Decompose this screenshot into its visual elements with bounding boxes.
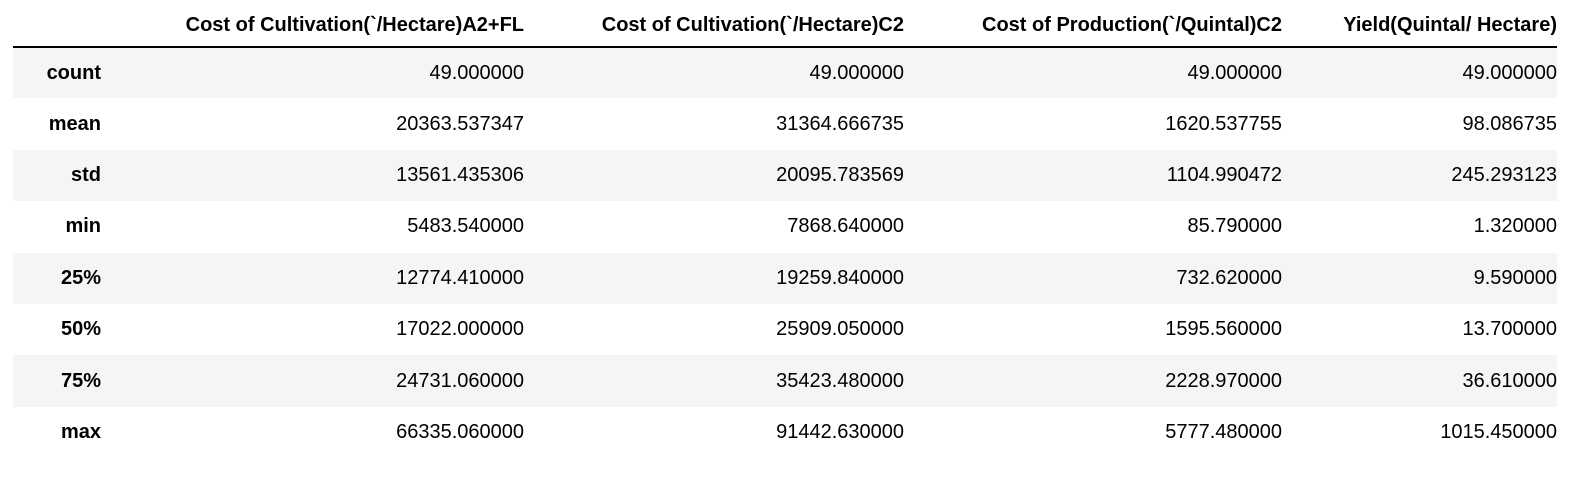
row-label: 50%: [60, 318, 101, 341]
table-cell: 732.620000: [1176, 266, 1282, 289]
table-row: 50% 17022.000000 25909.050000 1595.56000…: [13, 303, 1557, 356]
column-header: Yield(Quintal/ Hectare): [1282, 4, 1557, 48]
table-row: min 5483.540000 7868.640000 85.790000 1.…: [13, 201, 1557, 253]
table-cell: 1015.450000: [1440, 420, 1557, 443]
table-row: count 49.000000 49.000000 49.000000 49.0…: [13, 47, 1557, 99]
row-label: mean: [48, 112, 101, 135]
describe-table: Cost of Cultivation(`/Hectare)A2+FL Cost…: [13, 4, 1557, 459]
row-label: 75%: [60, 369, 101, 392]
row-label: 25%: [60, 266, 101, 289]
table-cell: 13561.435306: [396, 163, 524, 186]
table-cell: 49.000000: [429, 61, 524, 84]
table-cell: 98.086735: [1462, 112, 1557, 135]
table-cell: 24731.060000: [396, 369, 524, 392]
table-cell: 31364.666735: [776, 112, 904, 135]
header-row: Cost of Cultivation(`/Hectare)A2+FL Cost…: [13, 4, 1557, 48]
column-header: Cost of Production(`/Quintal)C2: [904, 4, 1282, 48]
table-cell: 85.790000: [1187, 215, 1282, 238]
dataframe-output: Cost of Cultivation(`/Hectare)A2+FL Cost…: [13, 4, 1557, 459]
table-cell: 19259.840000: [776, 266, 904, 289]
table-cell: 5777.480000: [1165, 420, 1282, 443]
table-cell: 7868.640000: [787, 215, 904, 238]
table-row: mean 20363.537347 31364.666735 1620.5377…: [13, 98, 1557, 150]
row-label: count: [46, 61, 101, 84]
table-cell: 1.320000: [1473, 215, 1557, 238]
table-row: 25% 12774.410000 19259.840000 732.620000…: [13, 252, 1557, 304]
table-cell: 5483.540000: [407, 215, 524, 238]
table-row: 75% 24731.060000 35423.480000 2228.97000…: [13, 355, 1557, 407]
table-header: Cost of Cultivation(`/Hectare)A2+FL Cost…: [13, 4, 1557, 48]
table-row: std 13561.435306 20095.783569 1104.99047…: [13, 149, 1557, 202]
table-cell: 49.000000: [1187, 61, 1282, 84]
table-cell: 49.000000: [1462, 61, 1557, 84]
table-cell: 35423.480000: [776, 369, 904, 392]
table-cell: 9.590000: [1473, 266, 1557, 289]
row-label: std: [71, 163, 101, 186]
table-cell: 66335.060000: [396, 420, 524, 443]
table-cell: 20363.537347: [396, 112, 524, 135]
table-body: count 49.000000 49.000000 49.000000 49.0…: [13, 47, 1557, 459]
table-cell: 1620.537755: [1165, 112, 1282, 135]
row-label: min: [65, 215, 101, 238]
row-label: max: [60, 420, 101, 443]
table-cell: 1595.560000: [1165, 318, 1282, 341]
table-cell: 20095.783569: [776, 163, 904, 186]
table-cell: 1104.990472: [1166, 163, 1282, 186]
index-header: [13, 4, 101, 48]
table-cell: 2228.970000: [1165, 369, 1282, 392]
column-header: Cost of Cultivation(`/Hectare)C2: [524, 4, 904, 48]
table-cell: 17022.000000: [396, 318, 524, 341]
column-header: Cost of Cultivation(`/Hectare)A2+FL: [101, 4, 524, 48]
table-cell: 25909.050000: [776, 318, 904, 341]
table-row: max 66335.060000 91442.630000 5777.48000…: [13, 406, 1557, 459]
table-cell: 13.700000: [1462, 318, 1557, 341]
table-cell: 36.610000: [1462, 369, 1557, 392]
table-cell: 49.000000: [809, 61, 904, 84]
table-cell: 12774.410000: [396, 266, 524, 289]
table-cell: 91442.630000: [776, 420, 904, 443]
table-cell: 245.293123: [1451, 163, 1557, 186]
